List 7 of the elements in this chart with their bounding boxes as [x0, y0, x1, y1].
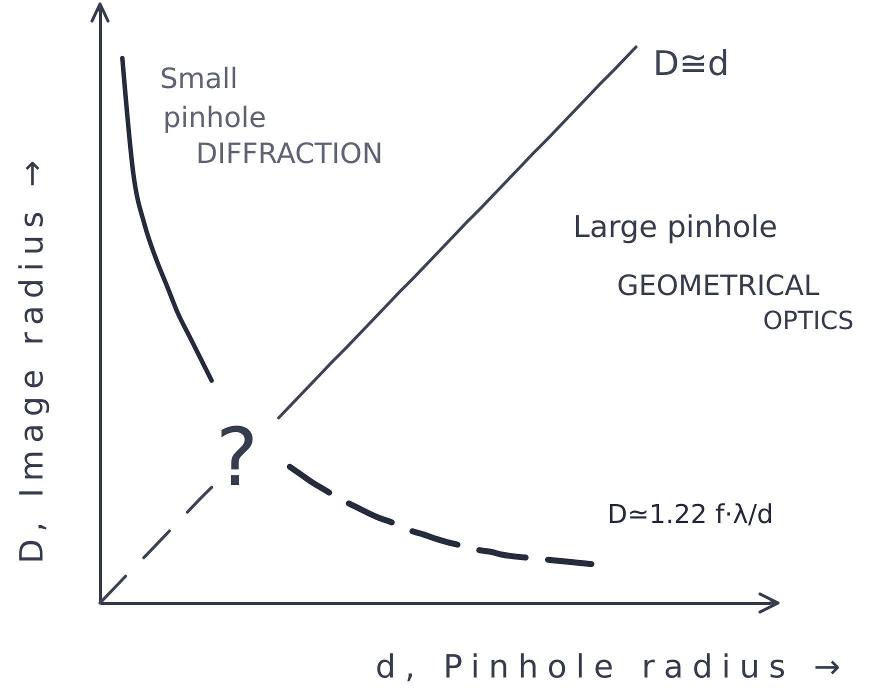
annotation: ? — [216, 411, 258, 504]
x-axis-title: d, Pinhole radius → — [376, 648, 850, 686]
series-label: D≃1.22 f·λ/d — [607, 500, 774, 530]
y-axis-title: D, Image radius → — [12, 153, 50, 564]
series-label: D≅d — [653, 44, 730, 84]
annotation: Large pinhole GEOMETRICAL OPTICS — [573, 210, 854, 335]
annotation: Small pinhole DIFFRACTION — [160, 62, 383, 170]
